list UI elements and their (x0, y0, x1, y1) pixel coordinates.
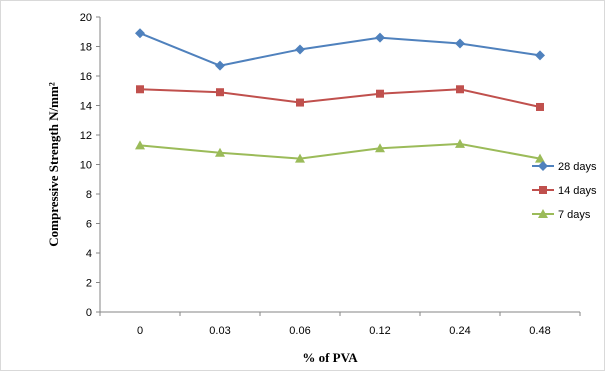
y-tick-label: 2 (86, 278, 92, 290)
legend-label: 7 days (558, 209, 591, 221)
x-axis-title: % of PVA (302, 350, 358, 365)
x-tick-label: 0.06 (289, 325, 310, 337)
y-ticks-group: 0 2 4 6 8 10 12 14 16 18 20 (80, 12, 100, 319)
legend-marker (538, 161, 548, 171)
data-point-14-days (136, 85, 144, 94)
data-point-14-days (536, 102, 544, 111)
data-point-28-days (295, 44, 305, 55)
data-point-28-days (535, 50, 545, 61)
legend: 28 days 14 days 7 days (532, 161, 597, 221)
x-tick-label: 0.03 (209, 325, 230, 337)
y-tick-label: 4 (86, 248, 92, 260)
series-line-14-days (139, 88, 541, 108)
legend-label: 28 days (558, 161, 597, 173)
data-point-7-days (535, 153, 545, 163)
data-point-7-days (455, 138, 465, 148)
data-point-28-days (135, 28, 145, 39)
x-tick-label: 0.24 (449, 325, 470, 337)
x-ticks-group: 0 0.03 0.06 0.12 0.24 0.48 (99, 312, 581, 337)
y-tick-label: 8 (86, 189, 92, 201)
y-axis-title: Compressive Strength N/mm² (46, 82, 61, 247)
data-point-14-days (216, 88, 224, 97)
series-lines-group (139, 32, 541, 160)
series-line-7-days (139, 142, 541, 160)
series-markers-group (135, 28, 545, 163)
data-point-28-days (215, 60, 225, 71)
y-tick-label: 14 (80, 101, 92, 113)
y-tick-label: 6 (86, 219, 92, 231)
legend-label: 14 days (558, 185, 597, 197)
legend-marker (538, 209, 548, 218)
data-point-14-days (456, 85, 464, 94)
data-point-7-days (375, 143, 385, 153)
y-tick-label: 20 (80, 12, 92, 24)
data-point-14-days (376, 89, 384, 98)
data-point-28-days (455, 38, 465, 49)
data-point-7-days (215, 147, 225, 157)
data-point-14-days (296, 98, 304, 107)
y-tick-label: 12 (80, 130, 92, 142)
x-tick-label: 0 (137, 325, 143, 337)
x-tick-label: 0.48 (529, 325, 550, 337)
legend-marker (539, 186, 547, 194)
series-line-28-days (139, 32, 541, 67)
y-tick-label: 18 (80, 42, 92, 54)
x-tick-label: 0.12 (369, 325, 390, 337)
y-tick-label: 0 (86, 307, 92, 319)
data-point-28-days (375, 32, 385, 43)
y-tick-label: 10 (80, 160, 92, 172)
y-tick-label: 16 (80, 71, 92, 83)
data-point-7-days (295, 153, 305, 163)
data-point-7-days (135, 140, 145, 150)
